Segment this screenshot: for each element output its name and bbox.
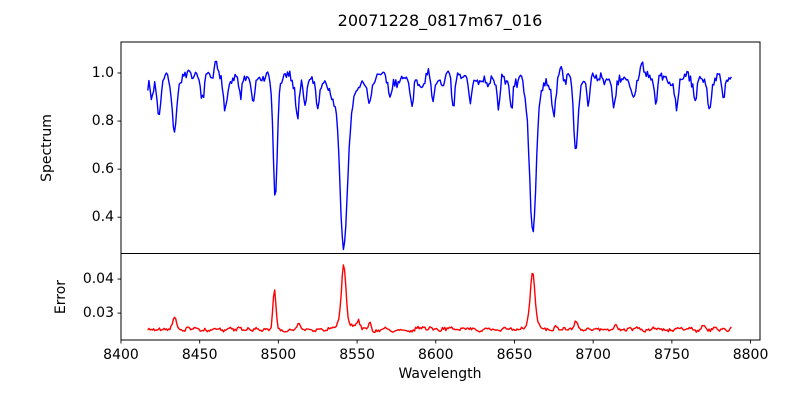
error-axes-frame (120, 253, 761, 341)
y-tick-label: 0.04 (82, 271, 114, 288)
y-tick-label: 0.03 (82, 305, 114, 322)
x-tick-label: 8550 (339, 347, 375, 363)
x-tick-label: 8800 (732, 347, 769, 363)
chart-title: 20071228_0817m67_016 (337, 11, 543, 30)
x-tick-label: 8500 (260, 347, 297, 363)
y-tick-label: 0.4 (91, 209, 114, 226)
spectrum-axes-frame (120, 41, 761, 254)
x-tick-label: 8750 (654, 347, 690, 363)
x-axis-label: Wavelength (398, 366, 482, 382)
y-tick-label: 0.8 (91, 113, 114, 130)
x-tick-label: 8450 (181, 347, 218, 363)
x-tick-label: 8650 (496, 347, 533, 363)
spectrum-line (147, 60, 732, 251)
x-tick-label: 8700 (575, 347, 611, 363)
y-tick-label: 0.6 (91, 161, 114, 178)
error-line (147, 264, 732, 334)
y-tick-label: 1.0 (91, 65, 114, 81)
x-tick-label: 8400 (103, 347, 139, 363)
x-tick-label: 8600 (417, 347, 454, 363)
